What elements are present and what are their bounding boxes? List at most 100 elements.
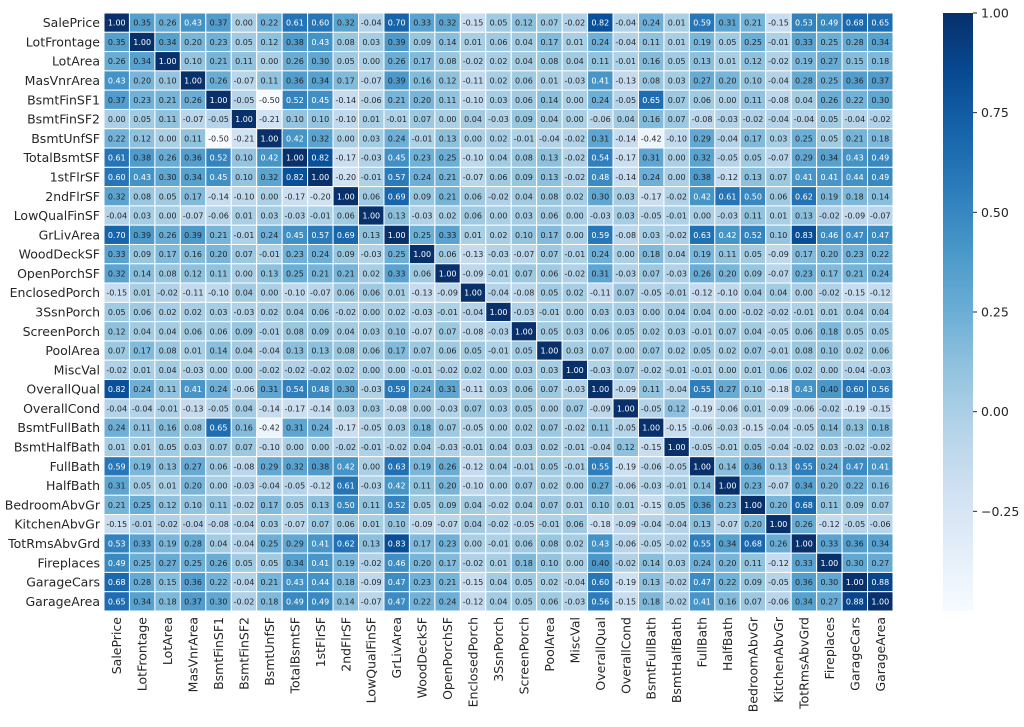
cell-value-label: -0.03 [437, 404, 458, 413]
cell-value-label: 0.38 [311, 462, 329, 471]
cell-value-label: 0.10 [235, 173, 253, 182]
cell-value-label: 0.00 [159, 212, 177, 221]
cell-value-label: 0.01 [159, 482, 177, 491]
row-label: 3SsnPorch [35, 305, 100, 320]
cell-value-label: 0.02 [642, 327, 660, 336]
cell-value-label: 0.57 [388, 173, 406, 182]
cell-value-label: -0.05 [285, 482, 306, 491]
cell-value-label: 0.47 [388, 578, 406, 587]
cell-value-label: -0.05 [844, 520, 865, 529]
cell-value-label: 0.44 [311, 578, 329, 587]
cell-value-label: 0.05 [108, 308, 126, 317]
cell-value-label: 0.23 [846, 250, 864, 259]
cell-value-label: -0.02 [285, 366, 306, 375]
cell-value-label: -0.07 [717, 520, 738, 529]
cell-value-label: 0.06 [337, 212, 355, 221]
cell-value-label: -0.02 [463, 559, 484, 568]
cell-value-label: -0.12 [463, 597, 484, 606]
cell-value-label: 0.32 [337, 19, 355, 28]
cell-value-label: 0.02 [490, 134, 508, 143]
cell-value-label: 0.55 [693, 385, 711, 394]
cell-value-label: 0.08 [540, 192, 558, 201]
cell-value-label: 0.49 [311, 597, 329, 606]
cell-value-label: 0.11 [413, 482, 431, 491]
cell-value-label: -0.14 [259, 404, 280, 413]
cell-value-label: 0.00 [642, 308, 660, 317]
cell-value-label: 0.30 [337, 385, 355, 394]
cell-value-label: 0.57 [311, 231, 329, 240]
cell-value-label: 0.04 [464, 520, 482, 529]
cell-value-label: 0.07 [439, 327, 457, 336]
cell-value-label: -0.02 [666, 231, 687, 240]
cell-value-label: 0.23 [413, 154, 431, 163]
cell-value-label: -0.01 [564, 250, 585, 259]
cell-value-label: 0.33 [388, 269, 406, 278]
cell-value-label: 0.22 [719, 578, 737, 587]
cell-value-label: 0.16 [159, 424, 177, 433]
cell-value-label: -0.03 [488, 327, 509, 336]
cell-value-label: 0.04 [693, 308, 711, 317]
cell-value-label: -0.15 [641, 443, 662, 452]
cell-value-label: -0.03 [564, 77, 585, 86]
cell-value-label: -0.02 [768, 57, 789, 66]
cell-value-label: -0.03 [564, 597, 585, 606]
cell-value-label: 0.00 [210, 482, 228, 491]
cell-value-label: 0.12 [133, 134, 151, 143]
cell-value-label: 0.03 [515, 366, 533, 375]
cell-value-label: 0.24 [261, 231, 279, 240]
cell-value-label: 0.06 [566, 520, 584, 529]
cell-value-label: -0.14 [335, 96, 356, 105]
colorbar-tick-label: 0.25 [981, 305, 1009, 320]
cell-value-label: -0.17 [335, 154, 356, 163]
cell-value-label: -0.02 [768, 308, 789, 317]
cell-value-label: 0.10 [286, 115, 304, 124]
cell-value-label: -0.02 [234, 501, 255, 510]
cell-value-label: 0.20 [413, 96, 431, 105]
cell-value-label: 0.07 [591, 347, 609, 356]
cell-value-label: 0.07 [617, 289, 635, 298]
cell-value-label: 0.13 [159, 462, 177, 471]
cell-value-label: 0.23 [210, 38, 228, 47]
cell-value-label: -0.02 [335, 443, 356, 452]
cell-value-label: -0.04 [106, 212, 127, 221]
cell-value-label: -0.03 [285, 212, 306, 221]
cell-value-label: -0.01 [412, 134, 433, 143]
cell-value-label: -0.07 [361, 597, 382, 606]
cell-value-label: 0.04 [617, 115, 635, 124]
cell-value-label: 0.19 [795, 57, 813, 66]
cell-value-label: 0.47 [846, 462, 864, 471]
cell-value-label: 0.33 [439, 231, 457, 240]
column-label: LotArea [160, 617, 175, 665]
cell-value-label: -0.19 [692, 404, 713, 413]
cell-value-label: 0.06 [540, 597, 558, 606]
cell-value-label: 0.01 [668, 38, 686, 47]
cell-value-label: 0.11 [744, 212, 762, 221]
cell-value-label: -0.07 [285, 520, 306, 529]
cell-value-label: 0.18 [642, 597, 660, 606]
cell-value-label: 0.36 [846, 77, 864, 86]
cell-value-label: 0.18 [159, 597, 177, 606]
cell-value-label: 0.41 [693, 597, 711, 606]
cell-value-label: 0.52 [388, 501, 406, 510]
cell-value-label: 0.07 [540, 501, 558, 510]
cell-value-label: -0.01 [564, 443, 585, 452]
cell-value-label: 0.33 [795, 559, 813, 568]
cell-value-label: 0.48 [311, 385, 329, 394]
cell-value-label: -0.02 [870, 115, 891, 124]
cell-value-label: 0.10 [591, 501, 609, 510]
cell-value-label: 0.25 [820, 77, 838, 86]
cell-value-label: 0.41 [820, 173, 838, 182]
cell-value-label: 0.02 [261, 308, 279, 317]
column-label: 1stFlrSF [313, 617, 328, 667]
cell-value-label: 0.05 [235, 559, 253, 568]
cell-value-label: -0.01 [666, 482, 687, 491]
cell-value-label: 0.13 [286, 347, 304, 356]
cell-value-label: -0.01 [539, 520, 560, 529]
cell-value-label: -0.17 [615, 154, 636, 163]
cell-value-label: -0.14 [615, 173, 636, 182]
cell-value-label: -0.07 [183, 115, 204, 124]
cell-value-label: 0.29 [795, 154, 813, 163]
cell-value-label: 0.49 [820, 19, 838, 28]
cell-value-label: 0.09 [337, 250, 355, 259]
cell-value-label: -0.05 [768, 578, 789, 587]
